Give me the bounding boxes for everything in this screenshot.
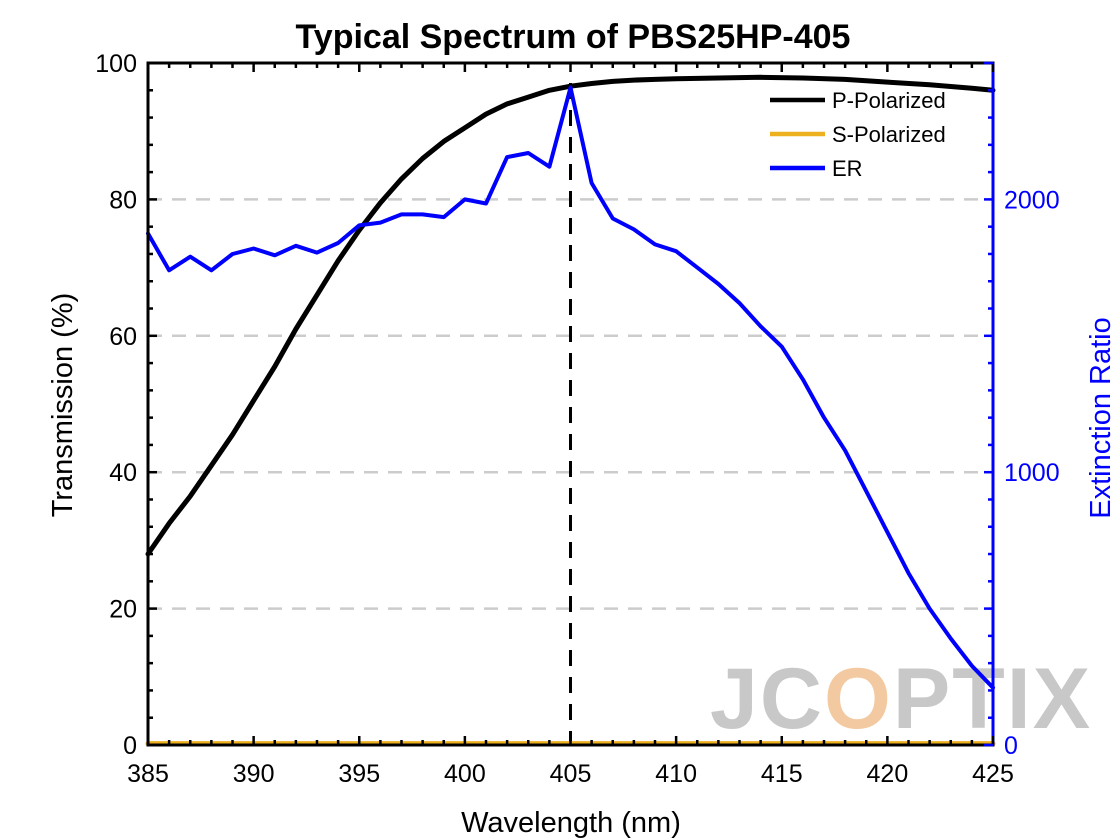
tick-marks xyxy=(146,61,995,747)
y-axis-label: Transmission (%) xyxy=(47,293,79,518)
watermark-letter: C xyxy=(760,651,824,747)
legend-label: ER xyxy=(832,156,863,181)
watermark-letter: P xyxy=(893,651,952,747)
watermark-letter: J xyxy=(710,651,760,747)
y-tick-label: 60 xyxy=(109,323,137,351)
x-tick-label: 395 xyxy=(338,760,380,788)
x-tick-label: 420 xyxy=(867,760,909,788)
x-tick-label: 405 xyxy=(550,760,592,788)
y2-axis-label: Extinction Ratio xyxy=(1085,317,1117,519)
y2-tick-labels: 0 1000 2000 xyxy=(1004,186,1060,760)
series-line-p-polarized xyxy=(145,74,996,557)
y2-tick-label: 1000 xyxy=(1004,459,1060,487)
watermark-letter: T xyxy=(952,651,1007,747)
y2-tick-label: 0 xyxy=(1004,732,1018,760)
y-tick-labels: 0 20 40 60 80 100 xyxy=(95,50,137,760)
gridlines xyxy=(148,198,993,610)
legend-label: S-Polarized xyxy=(832,122,946,147)
watermark-letter: X xyxy=(1033,651,1092,747)
y-tick-label: 80 xyxy=(109,186,137,214)
y-tick-label: 0 xyxy=(123,732,137,760)
x-tick-label: 400 xyxy=(444,760,486,788)
legend-label: P-Polarized xyxy=(832,88,946,113)
watermark-letter: I xyxy=(1007,651,1033,747)
x-tick-label: 415 xyxy=(761,760,803,788)
x-tick-label: 390 xyxy=(233,760,275,788)
x-tick-label: 385 xyxy=(127,760,169,788)
watermark-text: JCOPTIX xyxy=(710,651,1092,747)
y-tick-label: 20 xyxy=(109,596,137,624)
y2-tick-label: 2000 xyxy=(1004,186,1060,214)
x-tick-label: 425 xyxy=(972,760,1014,788)
legend: P-Polarized S-Polarized ER xyxy=(770,88,946,181)
chart-title: Typical Spectrum of PBS25HP-405 xyxy=(296,18,851,56)
series-line-er xyxy=(146,85,995,690)
x-tick-label: 410 xyxy=(655,760,697,788)
y-tick-label: 40 xyxy=(109,459,137,487)
x-tick-labels: 385 390 395 400 405 410 415 420 425 xyxy=(127,760,1014,788)
watermark: JCOPTIX xyxy=(710,651,1092,747)
y-tick-label: 100 xyxy=(95,50,137,78)
x-axis-label: Wavelength (nm) xyxy=(461,807,681,839)
watermark-letter: O xyxy=(824,651,893,747)
